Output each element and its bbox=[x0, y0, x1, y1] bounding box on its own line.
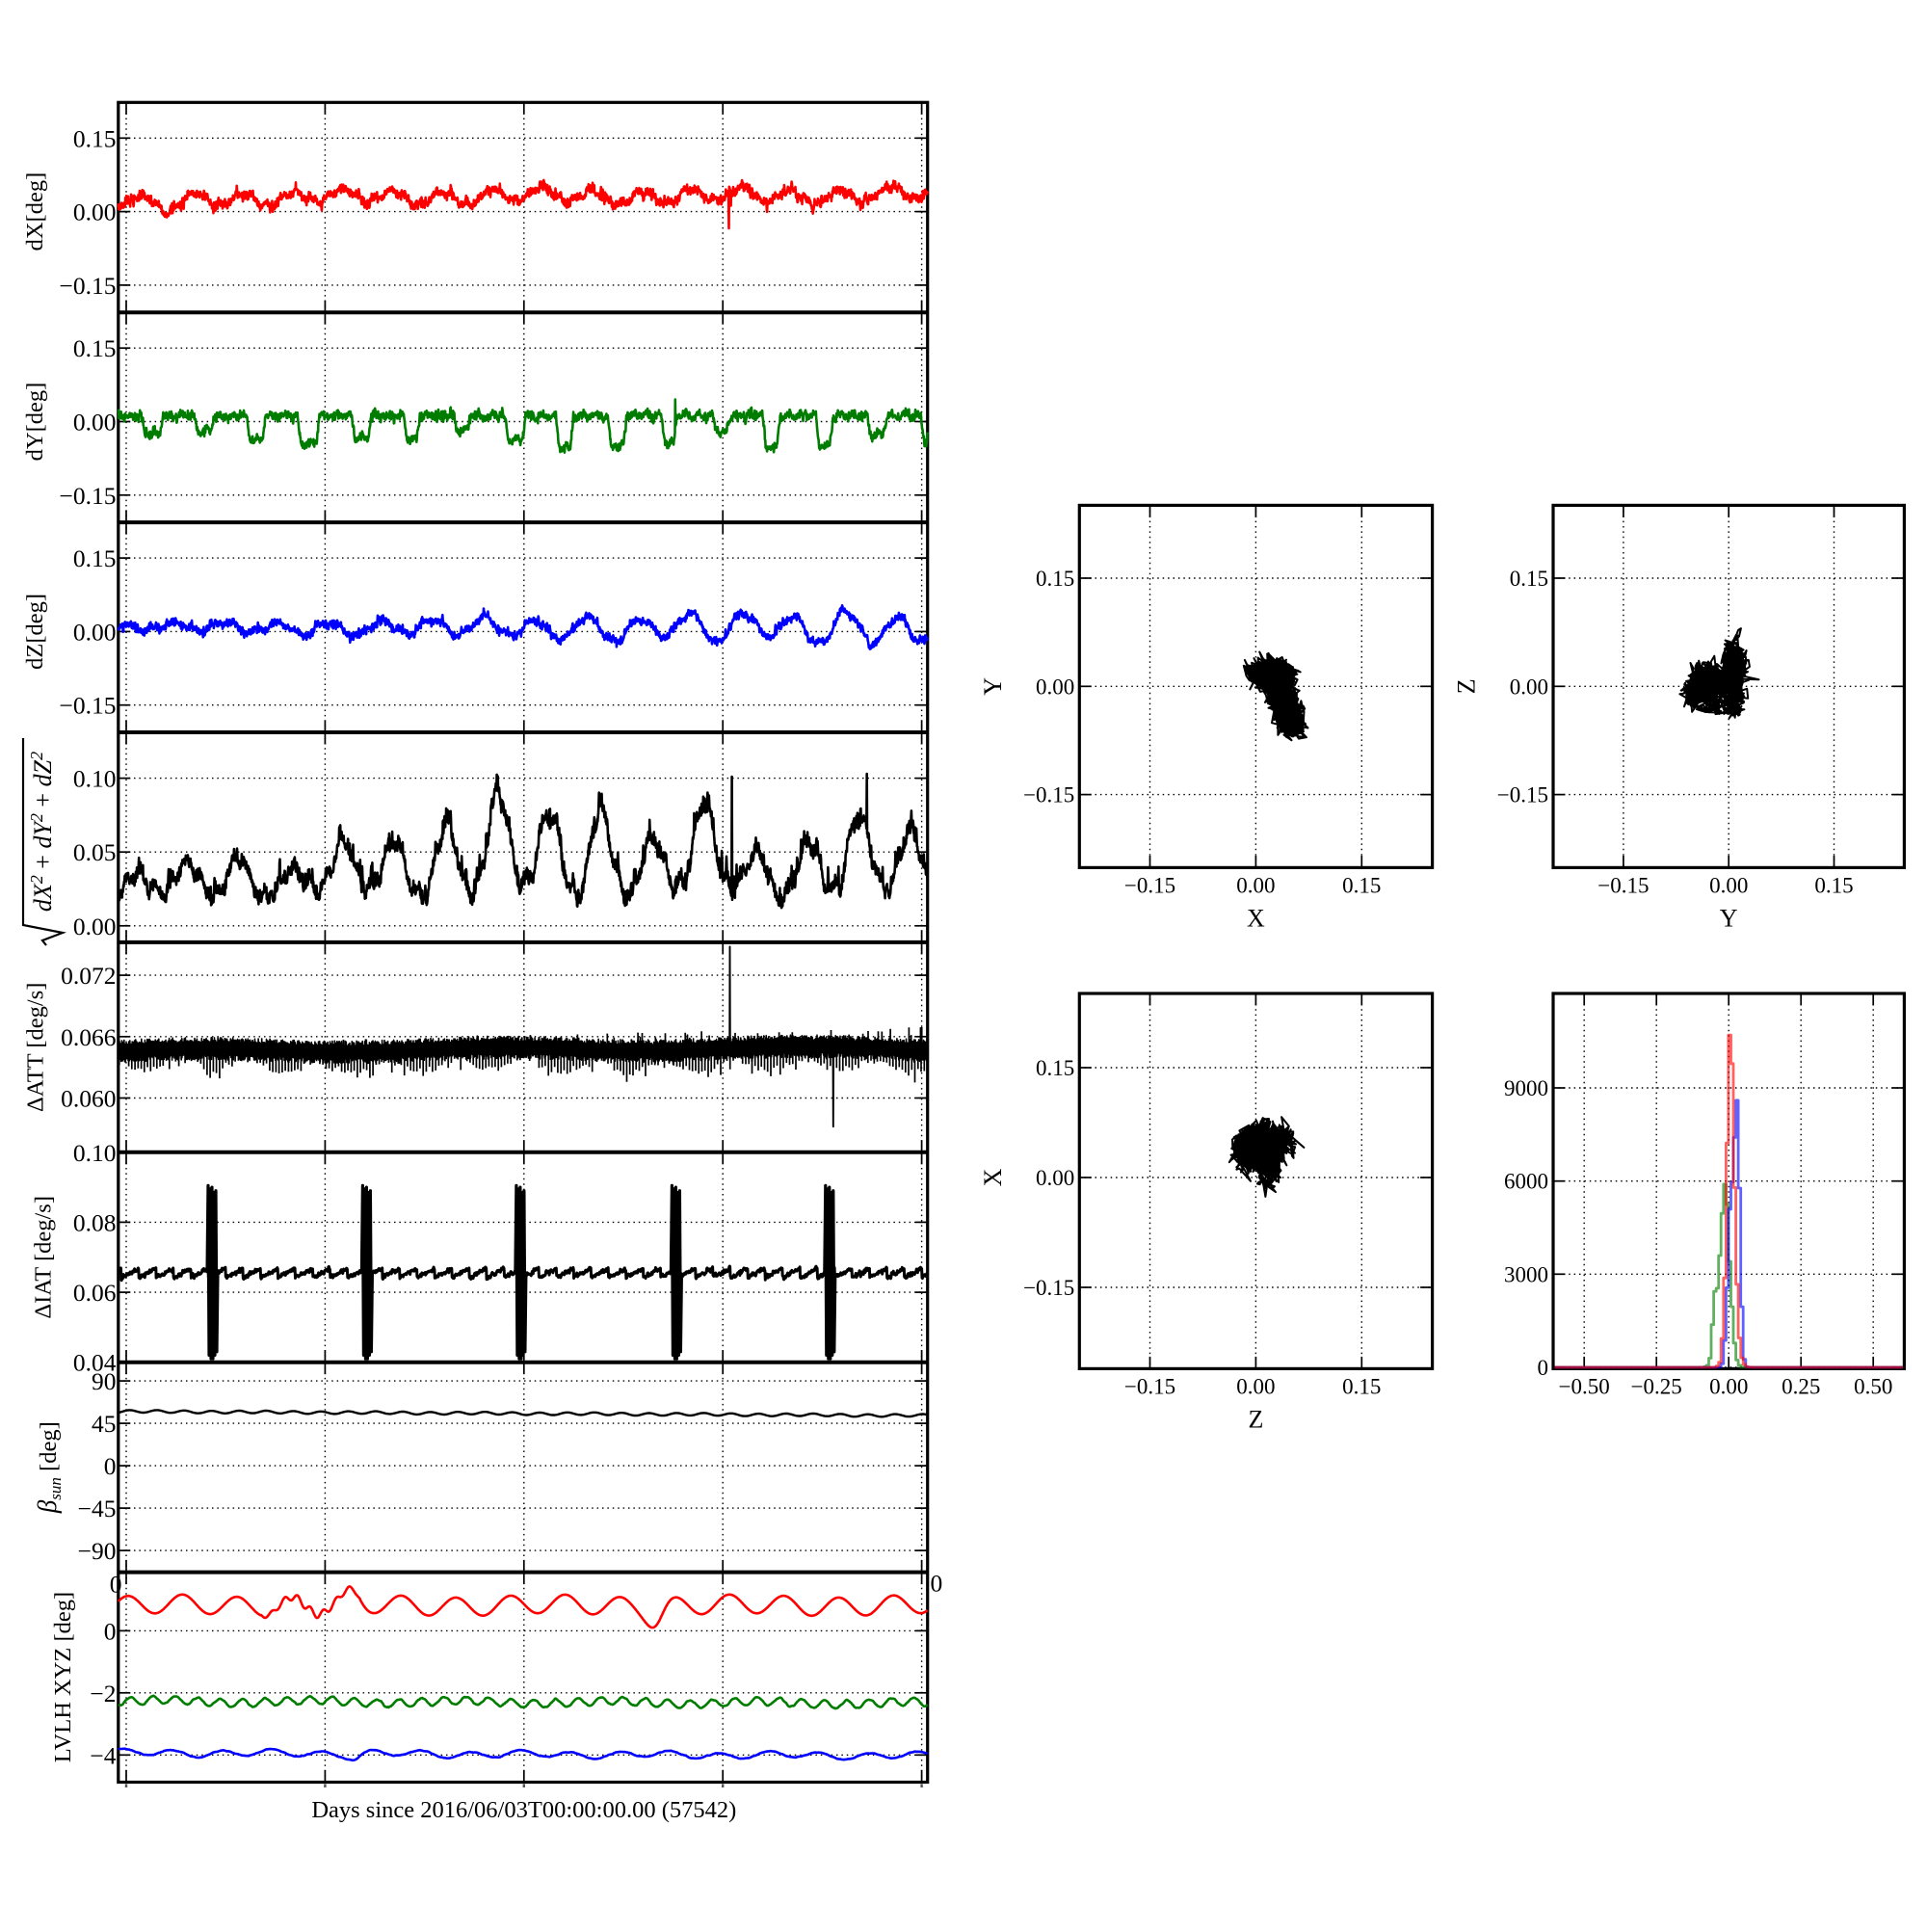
svg-text:−0.15: −0.15 bbox=[1124, 873, 1175, 897]
svg-text:0.066: 0.066 bbox=[61, 1023, 116, 1051]
svg-text:0.15: 0.15 bbox=[73, 124, 117, 152]
svg-text:0: 0 bbox=[104, 1452, 117, 1480]
svg-text:0.00: 0.00 bbox=[1236, 1374, 1275, 1398]
svg-text:−0.50: −0.50 bbox=[1559, 1374, 1610, 1398]
svg-text:−0.15: −0.15 bbox=[59, 692, 116, 720]
svg-text:Z: Z bbox=[1453, 678, 1481, 694]
svg-text:0.10: 0.10 bbox=[73, 1139, 117, 1167]
svg-text:−0.15: −0.15 bbox=[59, 272, 116, 300]
svg-text:0.00: 0.00 bbox=[1236, 873, 1275, 897]
svg-text:45: 45 bbox=[92, 1410, 117, 1438]
svg-text:Z: Z bbox=[1248, 1405, 1263, 1433]
svg-text:0.00: 0.00 bbox=[73, 409, 117, 437]
svg-text:0: 0 bbox=[1538, 1356, 1549, 1380]
svg-text:0: 0 bbox=[931, 1570, 943, 1598]
svg-text:0.08: 0.08 bbox=[73, 1208, 117, 1236]
svg-text:LVLH XYZ [deg]: LVLH XYZ [deg] bbox=[50, 1592, 76, 1762]
svg-text:0.15: 0.15 bbox=[1342, 873, 1381, 897]
svg-text:ΔIAT [deg/s]: ΔIAT [deg/s] bbox=[31, 1196, 57, 1319]
svg-text:0.15: 0.15 bbox=[1342, 1374, 1381, 1398]
svg-text:0.25: 0.25 bbox=[1782, 1374, 1820, 1398]
svg-text:0.15: 0.15 bbox=[1814, 873, 1853, 897]
svg-text:0.00: 0.00 bbox=[73, 913, 117, 940]
svg-text:−0.15: −0.15 bbox=[1124, 1374, 1175, 1398]
svg-text:−0.15: −0.15 bbox=[1023, 783, 1074, 807]
svg-text:−0.15: −0.15 bbox=[1597, 873, 1649, 897]
svg-text:−45: −45 bbox=[78, 1495, 117, 1522]
svg-text:dX2 + dY2 + dZ2: dX2 + dY2 + dZ2 bbox=[27, 752, 57, 912]
svg-text:0: 0 bbox=[104, 1617, 117, 1645]
svg-text:0.00: 0.00 bbox=[1036, 1166, 1074, 1190]
svg-text:0.10: 0.10 bbox=[73, 765, 117, 793]
svg-text:Y: Y bbox=[979, 677, 1007, 696]
svg-text:0.15: 0.15 bbox=[1036, 1056, 1074, 1080]
svg-text:0.06: 0.06 bbox=[73, 1279, 117, 1307]
svg-text:−4: −4 bbox=[90, 1741, 116, 1769]
svg-text:−0.25: −0.25 bbox=[1631, 1374, 1682, 1398]
svg-text:6000: 6000 bbox=[1504, 1170, 1548, 1194]
svg-text:−90: −90 bbox=[78, 1537, 117, 1565]
svg-text:0.00: 0.00 bbox=[1709, 1374, 1748, 1398]
svg-text:3000: 3000 bbox=[1504, 1262, 1548, 1286]
svg-text:ΔATT [deg/s]: ΔATT [deg/s] bbox=[23, 983, 49, 1112]
svg-text:0.15: 0.15 bbox=[1510, 567, 1548, 591]
svg-text:βsun [deg]: βsun [deg] bbox=[33, 1421, 65, 1514]
svg-text:0.05: 0.05 bbox=[73, 838, 117, 866]
svg-text:0.00: 0.00 bbox=[1510, 675, 1548, 699]
svg-text:Days since 2016/06/03T00:00:00: Days since 2016/06/03T00:00:00.00 (57542… bbox=[311, 1797, 736, 1823]
svg-text:0.00: 0.00 bbox=[1036, 675, 1074, 699]
svg-text:0.00: 0.00 bbox=[73, 198, 117, 226]
svg-text:0.50: 0.50 bbox=[1854, 1374, 1892, 1398]
svg-text:0.04: 0.04 bbox=[73, 1349, 117, 1377]
svg-text:0.15: 0.15 bbox=[1036, 567, 1074, 591]
svg-text:−2: −2 bbox=[90, 1680, 116, 1707]
svg-text:0: 0 bbox=[110, 1571, 122, 1599]
svg-text:Y: Y bbox=[1720, 904, 1738, 932]
svg-text:0.15: 0.15 bbox=[73, 334, 117, 362]
svg-text:dZ[deg]: dZ[deg] bbox=[22, 594, 48, 670]
svg-text:0.00: 0.00 bbox=[1709, 873, 1748, 897]
svg-text:−0.15: −0.15 bbox=[1497, 783, 1548, 807]
svg-text:0.15: 0.15 bbox=[73, 544, 117, 572]
svg-text:dX[deg]: dX[deg] bbox=[22, 172, 48, 251]
svg-text:0.060: 0.060 bbox=[61, 1085, 116, 1113]
svg-text:90: 90 bbox=[92, 1367, 117, 1395]
svg-text:X: X bbox=[1247, 904, 1265, 932]
svg-text:−0.15: −0.15 bbox=[59, 482, 116, 510]
svg-text:9000: 9000 bbox=[1504, 1076, 1548, 1100]
svg-text:dY[deg]: dY[deg] bbox=[22, 383, 48, 462]
svg-text:0.00: 0.00 bbox=[73, 618, 117, 646]
svg-text:X: X bbox=[979, 1168, 1007, 1186]
svg-text:−0.15: −0.15 bbox=[1023, 1276, 1074, 1300]
svg-text:0.072: 0.072 bbox=[61, 962, 116, 990]
